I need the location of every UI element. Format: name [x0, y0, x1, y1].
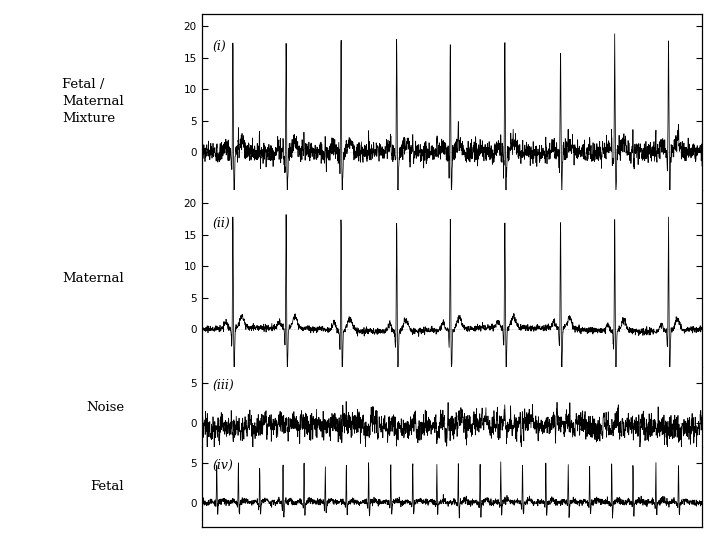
- Text: (ii): (ii): [212, 217, 230, 230]
- Text: Noise: Noise: [86, 401, 124, 414]
- Text: Fetal /
Maternal
Mixture: Fetal / Maternal Mixture: [63, 78, 124, 125]
- Text: Fetal: Fetal: [91, 480, 124, 493]
- Text: (i): (i): [212, 40, 226, 53]
- Text: (iv): (iv): [212, 459, 233, 472]
- Text: Maternal: Maternal: [63, 272, 124, 285]
- Text: (iii): (iii): [212, 379, 234, 392]
